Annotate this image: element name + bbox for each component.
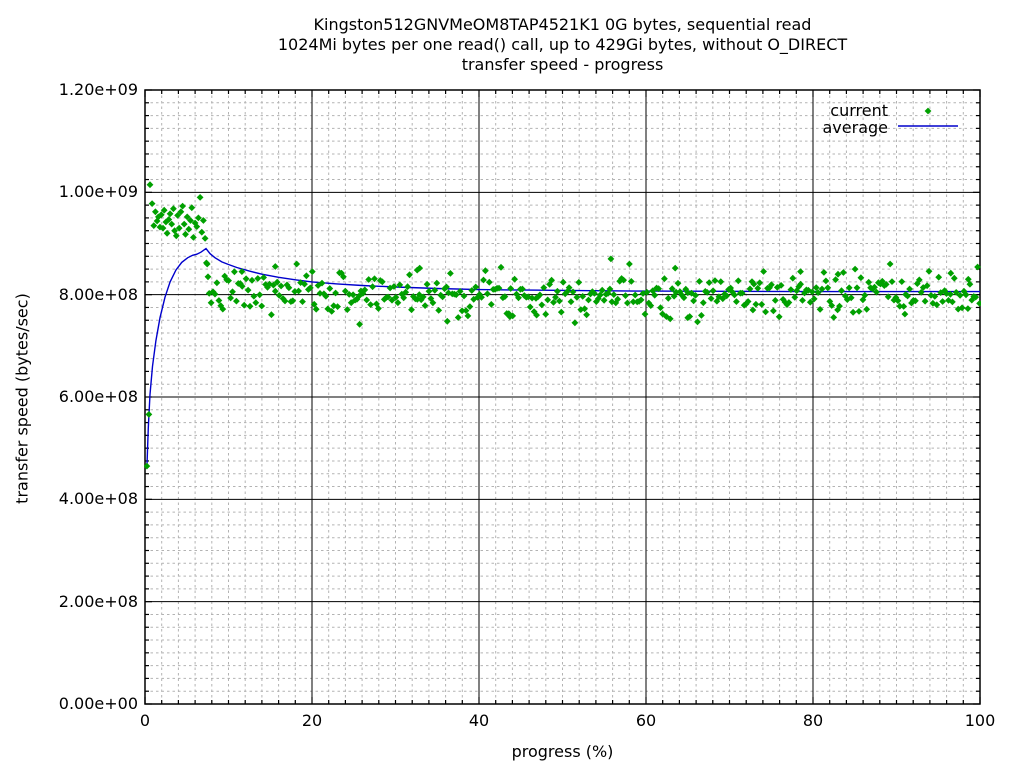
legend-label-average: average bbox=[822, 118, 889, 137]
x-tick-label: 20 bbox=[301, 711, 323, 730]
legend-current-marker-icon bbox=[924, 107, 932, 115]
chart-title-line-2: 1024Mi bytes per one read() call, up to … bbox=[277, 35, 848, 54]
x-axis-label: progress (%) bbox=[511, 742, 614, 761]
plot-border bbox=[144, 89, 981, 705]
y-tick-label: 4.00e+08 bbox=[58, 489, 138, 509]
y-tick-label: 6.00e+08 bbox=[58, 387, 138, 406]
x-tick-label: 80 bbox=[802, 711, 824, 730]
y-tick-label: 8.00e+08 bbox=[58, 284, 138, 304]
x-tick-label: 40 bbox=[468, 711, 490, 730]
legend-label-current: current bbox=[830, 101, 888, 120]
x-tick-label: 100 bbox=[964, 711, 996, 730]
y-tick-label: 1.00e+09 bbox=[58, 182, 138, 202]
chart-title-line-3: transfer speed - progress bbox=[461, 55, 664, 74]
y-tick-label: 2.00e+08 bbox=[58, 591, 138, 611]
x-tick-label: 60 bbox=[635, 711, 657, 730]
legend-samples bbox=[898, 107, 958, 127]
grid-major bbox=[145, 90, 980, 704]
series-current-points bbox=[144, 181, 981, 470]
x-tick-label: 0 bbox=[139, 711, 151, 730]
y-tick-label: 1.20e+09 bbox=[58, 80, 138, 99]
series-average-line bbox=[146, 247, 980, 468]
chart-title-line-1: Kingston512GNVMeOM8TAP4521K1 0G bytes, s… bbox=[313, 15, 812, 34]
y-tick-label: 0.00e+00 bbox=[58, 694, 138, 713]
